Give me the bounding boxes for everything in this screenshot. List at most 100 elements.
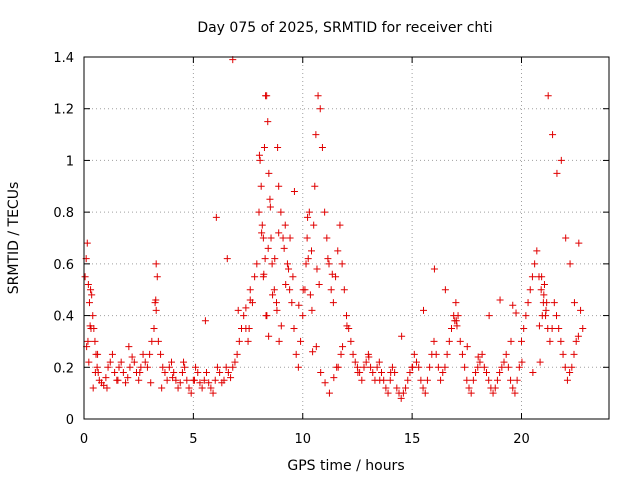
data-point	[544, 92, 552, 100]
data-point	[313, 265, 321, 273]
data-point	[84, 337, 92, 345]
data-point	[562, 234, 570, 242]
data-point	[550, 299, 558, 307]
data-point	[512, 309, 520, 317]
data-point	[181, 363, 189, 371]
data-point	[275, 337, 283, 345]
data-point	[419, 384, 427, 392]
data-point	[209, 389, 217, 397]
data-point	[259, 234, 267, 242]
data-point	[315, 281, 323, 289]
data-point	[246, 296, 254, 304]
data-point	[146, 350, 154, 358]
data-point	[406, 368, 414, 376]
data-point	[304, 213, 312, 221]
data-point	[198, 384, 206, 392]
data-point	[472, 368, 480, 376]
data-point	[467, 389, 475, 397]
data-point	[258, 229, 266, 237]
data-point	[465, 384, 473, 392]
data-point	[153, 273, 161, 281]
data-points	[81, 56, 587, 402]
data-point	[124, 374, 132, 382]
data-point	[388, 363, 396, 371]
data-point	[103, 384, 111, 392]
data-point	[125, 343, 133, 351]
data-point	[540, 281, 548, 289]
data-point	[340, 286, 348, 294]
data-point	[194, 368, 202, 376]
data-point	[303, 234, 311, 242]
y-tick-labels: 0 0.2 0.4 0.6 0.8 1 1.2 1.4	[53, 51, 74, 428]
data-point	[461, 363, 469, 371]
data-point	[240, 312, 248, 320]
data-point	[334, 247, 342, 255]
data-point	[318, 144, 326, 151]
data-point	[280, 244, 288, 252]
data-point	[404, 376, 412, 384]
data-point	[531, 260, 539, 268]
data-point	[152, 296, 160, 304]
data-point	[176, 379, 184, 387]
data-point	[130, 358, 138, 366]
data-point	[81, 273, 89, 281]
data-point	[441, 286, 449, 294]
data-point	[178, 368, 186, 376]
data-point	[327, 286, 335, 294]
data-point	[270, 286, 278, 294]
data-point	[493, 376, 501, 384]
data-point	[328, 270, 336, 278]
data-point	[393, 384, 401, 392]
data-point	[288, 299, 296, 307]
data-point	[286, 286, 294, 294]
grid-lines	[84, 57, 609, 419]
data-point	[89, 312, 97, 320]
plot-frame	[83, 56, 610, 420]
data-point	[265, 332, 273, 340]
data-point	[557, 337, 565, 345]
data-point	[244, 337, 252, 345]
data-point	[498, 363, 506, 371]
data-point	[223, 255, 231, 263]
data-point	[426, 363, 434, 371]
data-point	[511, 389, 519, 397]
data-point	[515, 363, 523, 371]
y-tick-label: 0.2	[53, 361, 74, 376]
data-point	[174, 384, 182, 392]
data-point	[311, 182, 319, 190]
data-point	[474, 353, 482, 361]
data-point	[535, 322, 543, 330]
data-point	[317, 368, 325, 376]
data-point	[85, 358, 93, 366]
data-point	[496, 296, 504, 304]
data-point	[196, 379, 204, 387]
data-point	[222, 363, 230, 371]
data-point	[321, 379, 329, 387]
data-point	[325, 389, 333, 397]
data-point	[264, 118, 272, 126]
data-point	[187, 389, 195, 397]
data-point	[143, 363, 151, 371]
data-point	[443, 350, 451, 358]
axis-ticks	[83, 56, 609, 420]
data-point	[478, 350, 486, 358]
data-point	[336, 221, 344, 229]
data-point	[485, 312, 493, 320]
data-point	[437, 376, 445, 384]
data-point	[283, 260, 291, 268]
data-point	[546, 337, 554, 345]
data-point	[150, 325, 158, 332]
data-point	[85, 299, 93, 307]
data-point	[281, 221, 289, 229]
data-point	[165, 363, 173, 371]
y-axis-label: SRMTID / TECUs	[6, 182, 22, 295]
data-point	[417, 376, 425, 384]
data-point	[279, 234, 287, 242]
data-point	[152, 306, 160, 314]
data-point	[158, 384, 166, 392]
data-point	[323, 234, 331, 242]
data-point	[304, 255, 312, 263]
data-point	[115, 363, 123, 371]
data-point	[108, 350, 116, 358]
data-point	[480, 363, 488, 371]
